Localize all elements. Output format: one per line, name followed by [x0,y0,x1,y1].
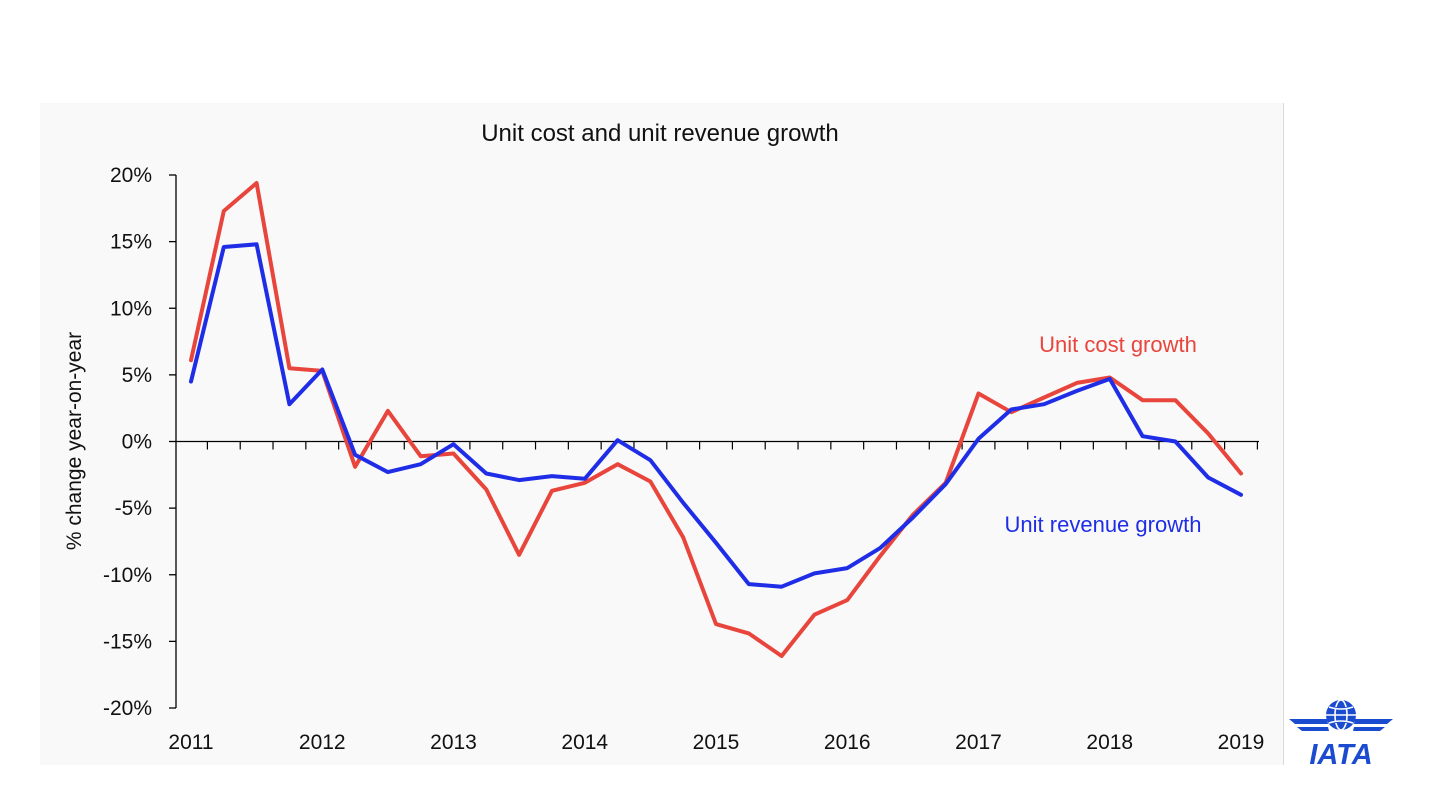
x-tick-label: 2018 [1086,731,1133,754]
y-tick-label: -15% [103,630,152,653]
chart-title: Unit cost and unit revenue growth [481,120,839,147]
x-tick-label: 2013 [430,731,477,754]
x-tick-label: 2019 [1218,731,1265,754]
y-tick-label: -20% [103,697,152,720]
logo-wordmark: IATA [1309,739,1372,767]
annotation-unit-revenue: Unit revenue growth [1005,512,1202,537]
y-tick-label: 20% [110,164,152,187]
globe-wings-icon [1289,699,1393,731]
y-tick-label: -5% [115,497,152,520]
y-tick-label: 5% [122,364,152,387]
chart-panel [40,103,1283,765]
series-line-unit-revenue [189,242,1243,589]
x-tick-label: 2014 [561,731,608,754]
x-tick-label: 2011 [168,731,213,754]
x-tick-label: 2016 [824,731,871,754]
x-tick-label: 2012 [299,731,346,754]
iata-logo: IATA [1289,699,1393,767]
y-tick-label: 0% [122,431,152,454]
y-tick-label: 15% [110,231,152,254]
annotation-unit-cost: Unit cost growth [1039,332,1197,357]
y-axis-label: % change year-on-year [63,332,86,550]
x-tick-label: 2015 [693,731,740,754]
series-line-unit-cost [189,181,1243,658]
y-tick-label: 10% [110,297,152,320]
x-tick-label: 2017 [955,731,1002,754]
y-tick-label: -10% [103,564,152,587]
panel-divider [1283,103,1284,765]
